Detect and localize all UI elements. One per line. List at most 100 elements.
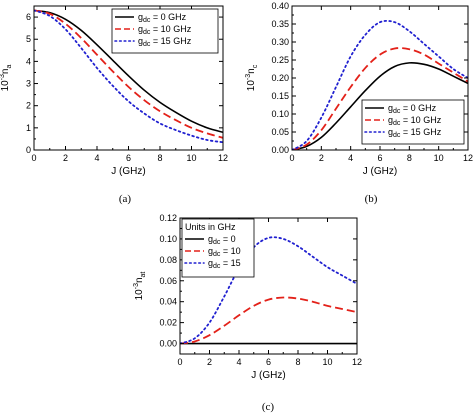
x-tick-label: 2 bbox=[207, 357, 212, 367]
y-label-variable: n bbox=[246, 68, 257, 74]
x-axis-label: J (GHz) bbox=[251, 370, 285, 381]
legend-entry-3: gdc = 15 bbox=[208, 258, 241, 270]
y-tick-label: 0.04 bbox=[159, 297, 177, 307]
series-line-1 bbox=[34, 9, 223, 134]
x-axis-label: J (GHz) bbox=[111, 166, 145, 177]
x-tick-label: 0 bbox=[177, 357, 182, 367]
legend-subscript: dc bbox=[213, 251, 221, 258]
y-tick-label: 0.30 bbox=[271, 37, 289, 47]
y-label-subscript: a bbox=[6, 64, 13, 68]
series-line-2 bbox=[180, 296, 357, 345]
legend-entry-1: gdc = 0 GHz bbox=[388, 103, 437, 115]
legend-symbol: g bbox=[138, 12, 143, 22]
x-tick-label: 2 bbox=[319, 153, 324, 163]
y-tick-label: 0.25 bbox=[271, 55, 289, 65]
legend-value: = 15 bbox=[220, 258, 240, 268]
legend-symbol: g bbox=[138, 36, 143, 46]
x-tick-label: 12 bbox=[218, 153, 228, 163]
x-tick-label: 10 bbox=[434, 153, 444, 163]
y-axis-label: 10-3na bbox=[0, 64, 13, 91]
y-tick-label: 0.12 bbox=[159, 213, 177, 223]
y-tick-label: 1 bbox=[26, 123, 31, 133]
legend-symbol: g bbox=[388, 115, 393, 125]
y-label-exponent: -3 bbox=[0, 74, 6, 80]
y-tick-label: 0.02 bbox=[159, 318, 177, 328]
series-line-3 bbox=[34, 9, 223, 144]
legend-entry-2: gdc = 10 GHz bbox=[138, 24, 192, 36]
legend-subscript: dc bbox=[213, 239, 221, 246]
series-line-1 bbox=[292, 61, 468, 150]
y-label-variable: n bbox=[0, 68, 11, 74]
y-label-subscript: at bbox=[140, 272, 147, 278]
x-tick-label: 6 bbox=[377, 153, 382, 163]
legend-value: = 0 GHz bbox=[150, 12, 186, 22]
y-tick-label: 0.00 bbox=[159, 339, 177, 349]
y-label-exponent: -3 bbox=[133, 283, 140, 289]
legend-symbol: g bbox=[388, 127, 393, 137]
x-tick-label: 8 bbox=[407, 153, 412, 163]
legend-subscript: dc bbox=[143, 41, 151, 48]
legend-entry-2: gdc = 10 GHz bbox=[388, 115, 442, 127]
y-tick-label: 0.15 bbox=[271, 91, 289, 101]
y-tick-label: 0.05 bbox=[271, 127, 289, 137]
y-label-variable: n bbox=[134, 277, 145, 283]
x-tick-label: 4 bbox=[348, 153, 353, 163]
y-tick-label: 0.08 bbox=[159, 255, 177, 265]
chart-panel-3: 0 2 4 6 8 10 12 0.00 0.02 0.04 0.06 0.08 0.10 0.12 J (… bbox=[133, 213, 362, 413]
x-tick-label: 8 bbox=[295, 357, 300, 367]
legend-subscript: dc bbox=[143, 17, 151, 24]
legend-entry-2: gdc = 10 bbox=[208, 246, 241, 258]
legend-entry-1: gdc = 0 bbox=[208, 234, 236, 246]
x-tick-label: 4 bbox=[236, 357, 241, 367]
y-tick-label: 0.00 bbox=[271, 145, 289, 155]
panel-caption: (c) bbox=[262, 401, 275, 413]
y-label-base: 10 bbox=[246, 80, 257, 92]
y-label-subscript: c bbox=[252, 64, 259, 68]
legend-value: = 15 GHz bbox=[150, 36, 191, 46]
series-line-2 bbox=[34, 9, 223, 139]
legend-entry-3: gdc = 15 GHz bbox=[138, 36, 192, 48]
series-line-3 bbox=[292, 19, 468, 150]
panel-caption: (a) bbox=[119, 193, 132, 205]
legend-entry-1: gdc = 0 GHz bbox=[138, 12, 187, 24]
x-tick-label: 6 bbox=[266, 357, 271, 367]
y-label-base: 10 bbox=[134, 289, 145, 301]
y-tick-label: 0.06 bbox=[159, 276, 177, 286]
x-tick-label: 4 bbox=[94, 153, 99, 163]
legend-symbol: g bbox=[138, 24, 143, 34]
x-tick-label: 0 bbox=[31, 153, 36, 163]
y-tick-label: 0.40 bbox=[271, 1, 289, 11]
legend-symbol: g bbox=[208, 246, 213, 256]
legend-box bbox=[181, 218, 255, 278]
y-tick-label: 6 bbox=[26, 12, 31, 22]
y-axis-label: 10-3nc bbox=[245, 64, 259, 91]
y-axis-label: 10-3nat bbox=[133, 272, 147, 301]
legend-value: = 10 GHz bbox=[150, 24, 191, 34]
y-tick-label: 0.20 bbox=[271, 73, 289, 83]
y-tick-label: 0.10 bbox=[159, 234, 177, 244]
x-tick-label: 10 bbox=[322, 357, 332, 367]
y-tick-label: 0.10 bbox=[271, 109, 289, 119]
y-tick-label: 3 bbox=[26, 79, 31, 89]
legend-symbol: g bbox=[208, 234, 213, 244]
x-tick-label: 12 bbox=[352, 357, 362, 367]
series-line-2 bbox=[292, 47, 468, 150]
y-label-exponent: -3 bbox=[245, 74, 252, 80]
x-tick-label: 0 bbox=[289, 153, 294, 163]
legend-subscript: dc bbox=[213, 263, 221, 270]
y-tick-label: 0 bbox=[26, 145, 31, 155]
y-tick-label: 0.35 bbox=[271, 19, 289, 29]
chart-panel-2: 0 2 4 6 8 10 12 0.00 0.05 0.10 0.15 0.20 0.25 0.30 0.3… bbox=[245, 1, 473, 205]
legend-entry-3: gdc = 15 GHz bbox=[388, 127, 442, 139]
y-tick-label: 5 bbox=[26, 34, 31, 44]
legend-symbol: g bbox=[388, 103, 393, 113]
legend-value: = 10 GHz bbox=[400, 115, 441, 125]
legend-subscript: dc bbox=[393, 120, 401, 127]
legend-subscript: dc bbox=[393, 108, 401, 115]
x-axis-label: J (GHz) bbox=[363, 166, 397, 177]
